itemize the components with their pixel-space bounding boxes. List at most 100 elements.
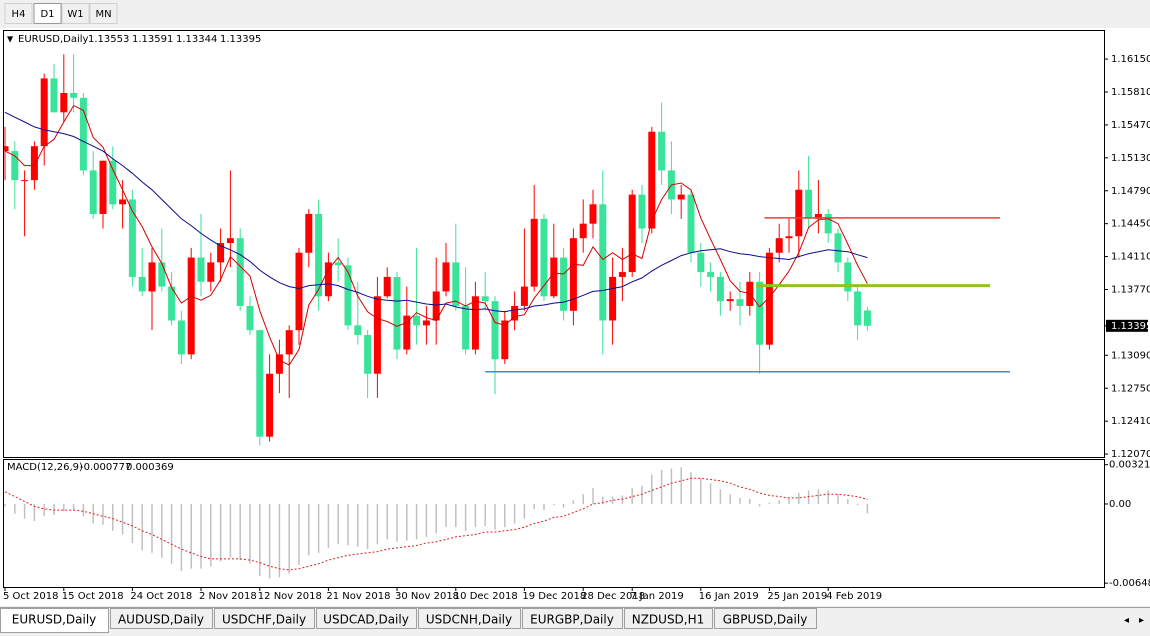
header-open: 1.13553 — [88, 34, 129, 45]
chart-tab-label[interactable]: NZDUSD,H1 — [632, 613, 705, 627]
chart-tab-label[interactable]: AUDUSD,Daily — [118, 613, 204, 627]
candle-body — [324, 262, 332, 297]
toolbar-bg — [0, 0, 1150, 28]
y-tick-label: 1.15810 — [1111, 87, 1150, 98]
candle-body — [60, 92, 68, 113]
candle-body — [834, 233, 842, 263]
candle-body — [99, 160, 107, 214]
header-close: 1.13395 — [220, 34, 261, 45]
candle-body — [805, 189, 813, 219]
candle-body — [844, 262, 852, 292]
header-low: 1.13344 — [176, 34, 217, 45]
x-tick-label: 21 Nov 2018 — [326, 591, 390, 602]
candle-body — [462, 305, 470, 350]
chart-tab[interactable] — [624, 608, 713, 629]
candle-body — [266, 373, 274, 437]
x-tick-label: 2 Nov 2018 — [199, 591, 257, 602]
timeframe-button[interactable] — [61, 3, 90, 24]
collapse-marker[interactable]: ▼ — [7, 35, 14, 44]
candle-body — [736, 299, 744, 306]
candle-body — [785, 236, 793, 239]
candle-body — [413, 315, 421, 326]
candle-body — [119, 199, 127, 205]
candle-body — [275, 354, 283, 374]
candle-body — [21, 180, 29, 182]
x-tick-label: 25 Jan 2019 — [767, 591, 827, 602]
x-tick-label: 5 Oct 2018 — [3, 591, 58, 602]
macd-y-tick-label: -0.006485 — [1109, 578, 1150, 589]
timeframe-label[interactable]: MN — [95, 9, 111, 20]
candle-body — [501, 320, 509, 360]
chart-tab-label[interactable]: USDCNH,Daily — [426, 613, 512, 627]
candle-body — [775, 238, 783, 253]
chart-tab[interactable] — [522, 608, 623, 629]
candle-body — [442, 262, 450, 292]
scroll-left[interactable]: ◂ — [1124, 615, 1129, 626]
candle-body — [354, 325, 362, 336]
y-tick-label: 1.13770 — [1111, 285, 1150, 296]
price-plot — [4, 54, 871, 446]
macd-plot — [4, 467, 869, 579]
macd-title: MACD(12,26,9) — [7, 462, 83, 473]
candle-body — [814, 213, 822, 219]
moving-average — [4, 104, 868, 366]
chart-tab-label[interactable]: USDCAD,Daily — [323, 613, 409, 627]
candle-body — [217, 243, 225, 263]
timeframe-button[interactable] — [4, 3, 33, 24]
candle-body — [334, 262, 342, 266]
x-tick-label: 19 Dec 2018 — [522, 591, 586, 602]
candle-body — [726, 299, 734, 302]
candle-body — [765, 252, 773, 345]
y-tick-label: 1.16150 — [1111, 54, 1150, 65]
y-tick-label: 1.14790 — [1111, 186, 1150, 197]
candle-body — [344, 265, 352, 326]
chart-tab[interactable] — [316, 608, 417, 629]
scroll-right[interactable]: ▸ — [1139, 615, 1144, 626]
x-tick-label: 28 Dec 2018 — [581, 591, 645, 602]
chart-tab[interactable] — [418, 608, 521, 629]
candle-body — [471, 296, 479, 350]
chart-tab-label[interactable]: USDCHF,Daily — [222, 613, 306, 627]
timeframe-label[interactable]: H4 — [12, 9, 26, 20]
y-tick-label: 1.15130 — [1111, 153, 1150, 164]
chart-tab-label[interactable]: EURGBP,Daily — [530, 613, 614, 627]
candle-body — [50, 78, 58, 113]
candle-body — [138, 276, 146, 292]
x-tick-label: 10 Dec 2018 — [454, 591, 518, 602]
timeframe-button[interactable] — [33, 3, 62, 24]
symbol-title: EURUSD,Daily — [18, 34, 89, 45]
candle-body — [716, 276, 724, 302]
macd-y-tick-label: 0.003216 — [1109, 460, 1150, 471]
chart-tab[interactable] — [0, 608, 109, 633]
candle-body — [481, 296, 489, 302]
candle-body — [40, 78, 48, 147]
candle-body — [158, 262, 166, 287]
timeframe-label[interactable]: W1 — [67, 9, 83, 20]
chart-tab-label[interactable]: EURUSD,Daily — [12, 613, 97, 627]
current-price-box — [1106, 319, 1148, 332]
candle-body — [579, 223, 587, 239]
chart-tab-label[interactable]: GBPUSD,Daily — [723, 613, 808, 627]
timeframe-label[interactable]: D1 — [40, 9, 54, 20]
current-price-label: 1.13395 — [1111, 321, 1150, 332]
candle-body — [677, 194, 685, 200]
candle-body — [315, 213, 323, 297]
chart-tab[interactable] — [714, 608, 817, 629]
candle-body — [628, 194, 636, 273]
x-tick-label: 16 Jan 2019 — [699, 591, 759, 602]
candle-body — [707, 272, 715, 277]
candle-body — [187, 257, 195, 355]
candle-body — [364, 335, 372, 374]
candle-body — [226, 238, 234, 244]
x-tick-label: 4 Feb 2019 — [826, 591, 882, 602]
chart-tab[interactable] — [110, 608, 213, 629]
chart-tab[interactable] — [214, 608, 315, 629]
macd-signal-value: 0.000369 — [126, 462, 174, 473]
timeframe-button[interactable] — [89, 3, 118, 24]
candle-body — [854, 291, 862, 326]
candle-body — [452, 262, 460, 306]
candle-body — [256, 330, 264, 437]
candle-body — [491, 301, 499, 360]
